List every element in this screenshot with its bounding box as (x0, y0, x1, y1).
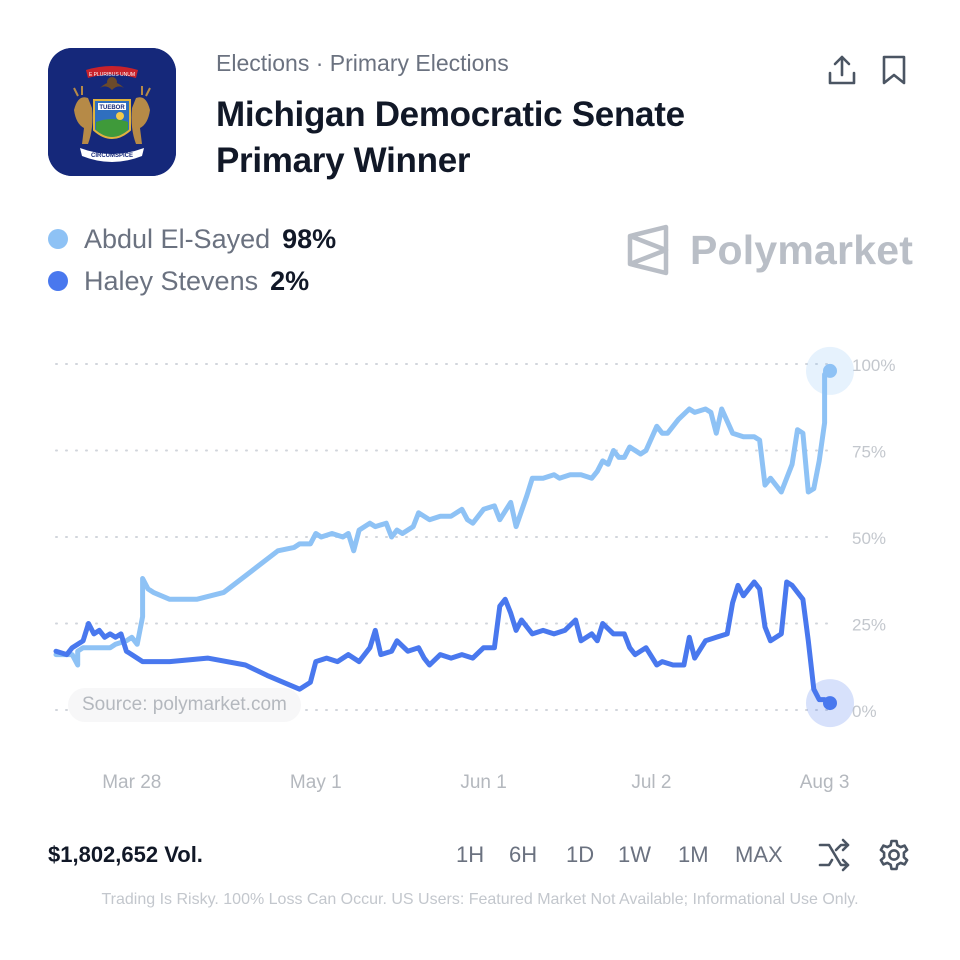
legend-dot (48, 229, 68, 249)
legend-value: 2% (270, 265, 310, 296)
x-tick-label: Jul 2 (631, 772, 671, 793)
range-1h[interactable]: 1H (456, 842, 485, 867)
y-tick-label: 0% (852, 702, 877, 721)
michigan-state-flag-icon: E PLURIBUS UNUM TUEBOR CIRCUMSPICE (48, 48, 176, 176)
market-logo: E PLURIBUS UNUM TUEBOR CIRCUMSPICE (48, 48, 176, 176)
range-1d[interactable]: 1D (566, 842, 595, 867)
share-button[interactable] (824, 52, 860, 88)
bookmark-button[interactable] (876, 52, 912, 88)
flag-motto-bottom: CIRCUMSPICE (91, 153, 133, 159)
range-1m[interactable]: 1M (678, 842, 709, 867)
compare-button[interactable] (817, 838, 851, 872)
brand-name: Polymarket (690, 226, 914, 273)
legend-value: 98% (282, 223, 337, 254)
x-tick-label: Mar 28 (102, 772, 161, 793)
legend-item-el-sayed[interactable]: Abdul El-Sayed 98% (48, 218, 336, 260)
x-tick-label: Aug 3 (800, 772, 850, 793)
flag-motto-top: E PLURIBUS UNUM (89, 72, 135, 78)
polymarket-logo-icon (627, 224, 669, 276)
price-history-chart[interactable]: 100% 75% 50% 25% 0% Mar 28 May 1 Jun 1 Jul 2 Aug… (0, 330, 960, 810)
y-tick-label: 100% (852, 356, 895, 375)
breadcrumb[interactable]: Elections · Primary Elections (216, 50, 509, 76)
y-tick-label: 75% (852, 443, 886, 462)
legend-name: Abdul El-Sayed (84, 223, 271, 254)
legend-dot (48, 271, 68, 291)
settings-button[interactable] (877, 838, 911, 872)
flag-motto-tuebor: TUEBOR (99, 105, 125, 111)
bookmark-icon (882, 55, 906, 85)
x-tick-label: Jun 1 (460, 772, 506, 793)
shuffle-icon (818, 838, 850, 872)
series-endpoint (823, 696, 837, 711)
chart-series (53, 346, 854, 728)
range-6h[interactable]: 6H (509, 842, 538, 867)
source-label: Source: polymarket.com (68, 688, 301, 722)
page-title: Michigan Democratic Senate Primary Winne… (216, 95, 685, 180)
legend-name: Haley Stevens (84, 265, 259, 296)
volume-label: $1,802,652 Vol. (48, 842, 203, 867)
chart-grid: 100% 75% 50% 25% 0% (55, 356, 895, 721)
y-tick-label: 25% (852, 616, 886, 635)
series-line-0 (53, 368, 833, 668)
polymarket-brand: Polymarket (626, 222, 913, 278)
chart-legend: Abdul El-Sayed 98% Haley Stevens 2% (48, 218, 336, 302)
series-endpoint (823, 363, 837, 378)
disclaimer: Trading Is Risky. 100% Loss Can Occur. U… (101, 891, 859, 908)
range-1w[interactable]: 1W (618, 842, 651, 867)
legend-item-stevens[interactable]: Haley Stevens 2% (48, 260, 336, 302)
y-tick-label: 50% (852, 529, 886, 548)
share-icon (828, 55, 856, 85)
x-tick-label: May 1 (290, 772, 342, 793)
range-max[interactable]: MAX (735, 842, 783, 867)
gear-icon (879, 839, 909, 871)
x-axis: Mar 28 May 1 Jun 1 Jul 2 Aug 3 (102, 772, 849, 793)
series-line-1 (53, 579, 833, 706)
